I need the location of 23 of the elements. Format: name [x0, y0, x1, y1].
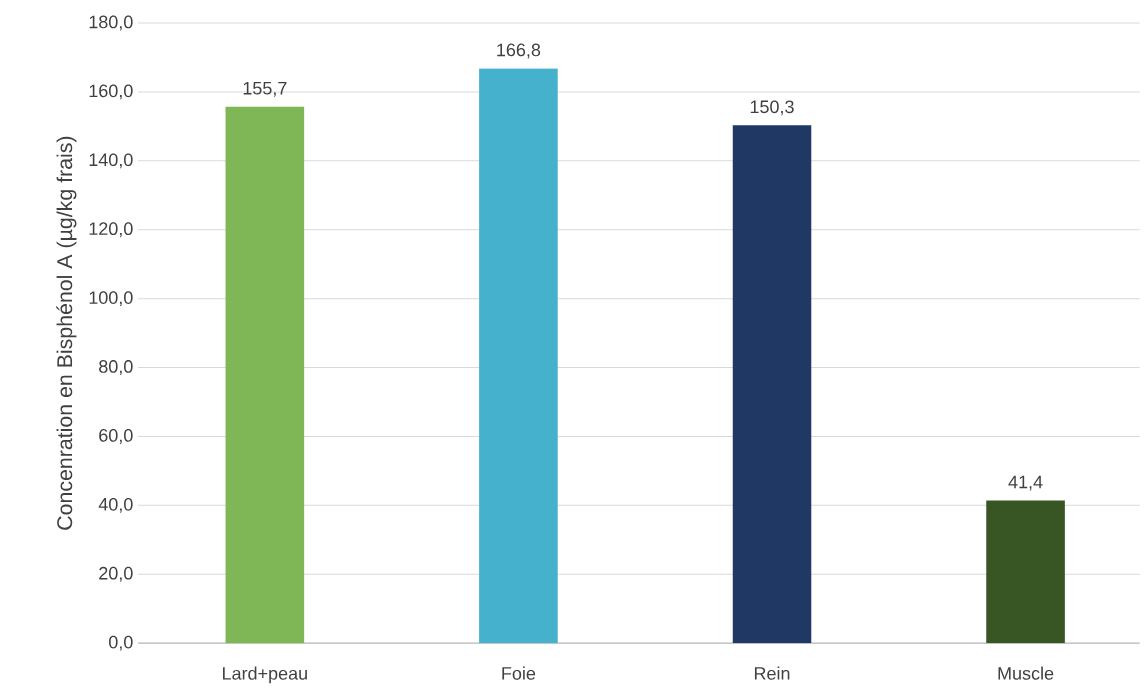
x-tick-label: Lard+peau: [223, 666, 307, 684]
y-tick-label: 140,0: [89, 153, 133, 169]
bar: [732, 125, 812, 644]
bar: [225, 106, 305, 644]
y-tick-label: 100,0: [89, 291, 133, 306]
bar: [479, 68, 558, 644]
x-tick-label: Foie: [502, 666, 536, 680]
y-tick-label: 0,0: [109, 635, 133, 651]
y-tick-label: 20,0: [99, 566, 133, 582]
x-tick-label: Muscle: [998, 666, 1054, 680]
y-tick-label: 80,0: [99, 360, 133, 375]
bar: [986, 500, 1065, 644]
y-tick-label: 40,0: [98, 497, 133, 513]
y-tick-label: 120,0: [89, 222, 133, 238]
y-tick-label: 60,0: [99, 428, 133, 444]
y-axis-title: Concenration en Bisphénol A (µg/kg frais): [56, 136, 77, 530]
y-tick-label: 160,0: [89, 84, 133, 100]
data-label: 155,7: [243, 81, 287, 97]
y-tick-label: 180,0: [89, 15, 133, 31]
data-label: 41,4: [1008, 475, 1043, 491]
data-label: 166,8: [497, 43, 541, 59]
data-label: 150,3: [750, 100, 794, 116]
x-tick-label: Rein: [754, 666, 790, 680]
